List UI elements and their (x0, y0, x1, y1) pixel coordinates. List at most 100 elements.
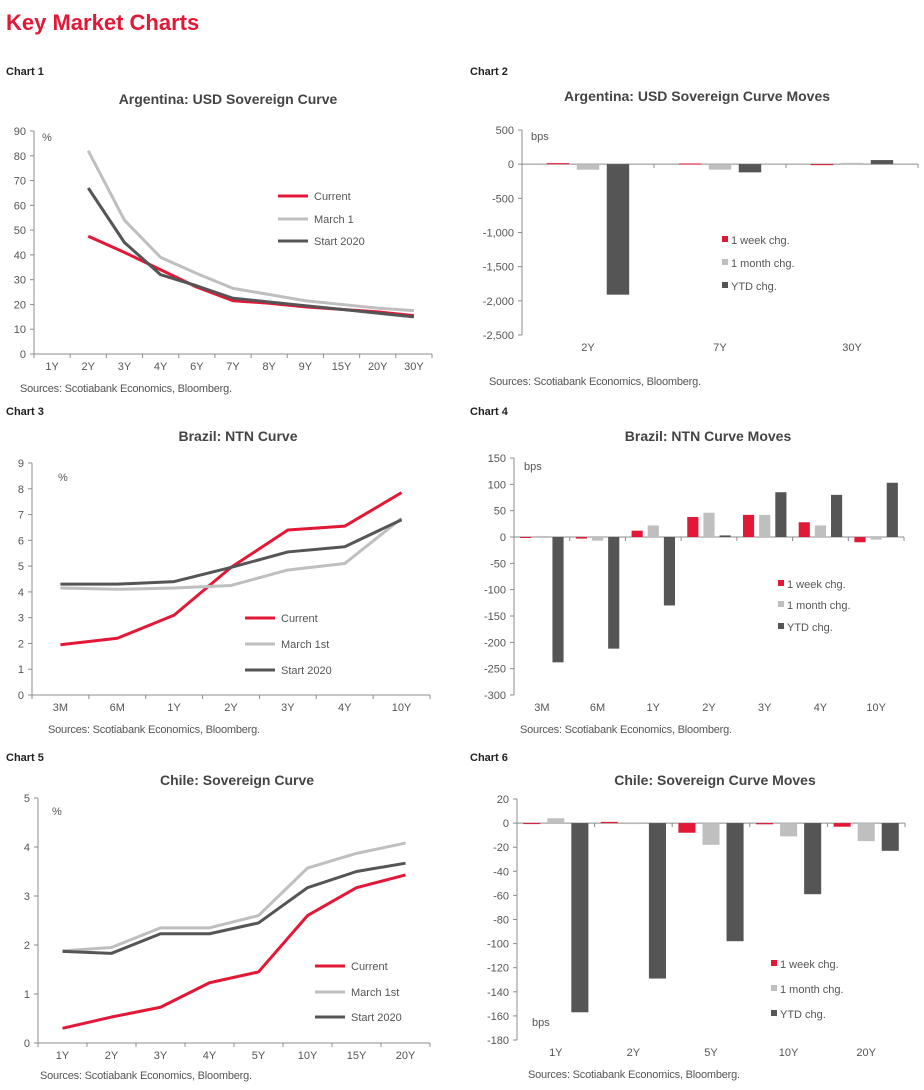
unit-label: % (58, 472, 68, 484)
unit-label: % (52, 806, 62, 818)
y-tick-label: 4 (18, 587, 24, 599)
y-tick-label: 40 (14, 250, 26, 262)
y-tick-label: 0 (508, 159, 514, 171)
y-tick-label: 100 (488, 479, 506, 491)
legend-label: 1 week chg. (787, 579, 846, 591)
x-tick-label: 3Y (758, 702, 772, 714)
chart-4: -300 -250 -200 -150 -100 -50 0 50 100 150 3M 6M 1Y 2Y… (484, 453, 905, 714)
y-tick-label: 500 (496, 125, 514, 137)
y-tick-label: -250 (484, 664, 506, 676)
bar-ytd-chg- (552, 537, 564, 663)
y-tick-label: -150 (484, 611, 506, 623)
chart-6-label: Chart 6 (470, 752, 508, 764)
bar-1-week-chg- (756, 823, 774, 825)
chart-6: -180 -160 -140 -120 -100 -80 -60 -40 -20 0 20 1Y 2Y 5… (487, 794, 906, 1059)
y-tick-label: 6 (18, 535, 24, 547)
chart-3-label: Chart 3 (6, 406, 44, 418)
y-tick-label: -140 (487, 987, 509, 999)
x-tick-label: 3M (53, 702, 68, 714)
x-tick-label: 2Y (82, 361, 96, 373)
y-tick-label: 50 (14, 225, 26, 237)
y-tick-label: 20 (497, 794, 509, 806)
unit-label: bps (531, 131, 549, 143)
x-tick-label: 30Y (842, 342, 862, 354)
bar-1-week-chg- (546, 163, 570, 165)
bar-ytd-chg- (663, 537, 676, 606)
bar-1-month-chg- (759, 514, 771, 537)
y-tick-label: 90 (14, 126, 26, 138)
bar-ytd-chg- (775, 492, 787, 537)
bar-1-month-chg- (857, 823, 875, 842)
unit-label: bps (532, 1017, 550, 1029)
bar-1-month-chg- (592, 537, 604, 541)
legend-label: YTD chg. (780, 1009, 826, 1021)
x-tick-label: 4Y (814, 702, 828, 714)
series-line-start-2020 (60, 518, 403, 586)
y-tick-label: -200 (484, 637, 506, 649)
y-tick-label: 4 (24, 842, 30, 854)
series-line-current (62, 873, 406, 1030)
y-tick-label: 50 (494, 506, 506, 518)
x-tick-label: 15Y (347, 1050, 367, 1062)
chart-4-title: Brazil: NTN Curve Moves (624, 428, 792, 444)
bar-ytd-chg- (804, 823, 822, 895)
y-tick-label: -40 (493, 866, 509, 878)
bar-ytd-chg- (571, 823, 589, 1013)
x-tick-label: 5Y (704, 1047, 718, 1059)
x-tick-label: 1Y (56, 1050, 70, 1062)
y-tick-label: -180 (487, 1035, 509, 1047)
y-tick-label: -500 (492, 193, 514, 205)
x-tick-label: 20Y (396, 1050, 416, 1062)
y-tick-label: 0 (24, 1038, 30, 1050)
bar-1-month-chg- (536, 535, 548, 537)
chart-3: 0 1 2 3 4 5 6 7 8 9 3M 6M 1Y 2Y 3Y 4Y 10Y% Current March 1… (18, 458, 431, 714)
x-tick-label: 1Y (167, 702, 181, 714)
bar-1-week-chg- (687, 516, 699, 537)
y-tick-label: -120 (487, 963, 509, 975)
bar-1-month-chg- (708, 164, 732, 170)
x-tick-label: 10Y (779, 1047, 799, 1059)
bar-1-week-chg- (810, 164, 834, 166)
x-tick-label: 2Y (627, 1047, 641, 1059)
x-tick-label: 10Y (298, 1050, 318, 1062)
unit-label: % (42, 132, 52, 144)
y-tick-label: 5 (18, 561, 24, 573)
y-tick-label: 10 (14, 324, 26, 336)
y-tick-label: 7 (18, 510, 24, 522)
x-tick-label: 1Y (647, 702, 661, 714)
bar-1-month-chg- (814, 525, 826, 537)
chart-5-source: Sources: Scotiabank Economics, Bloomberg… (40, 1070, 252, 1082)
x-tick-label: 20Y (368, 361, 388, 373)
legend-swatch (771, 1010, 777, 1016)
y-tick-label: -1,500 (483, 262, 514, 274)
x-tick-label: 6Y (190, 361, 204, 373)
chart-1: 0 10 20 30 40 50 60 70 80 90 1Y 2Y 3Y 4Y 6Y 7Y 8Y 9Y 15Y 20… (14, 126, 433, 373)
legend-label: Current (314, 191, 351, 203)
bar-ytd-chg- (606, 164, 630, 295)
x-tick-label: 9Y (299, 361, 313, 373)
x-tick-label: 2Y (581, 342, 595, 354)
y-tick-label: -20 (493, 842, 509, 854)
chart-6-source: Sources: Scotiabank Economics, Bloomberg… (528, 1069, 740, 1081)
chart-2-source: Sources: Scotiabank Economics, Bloomberg… (489, 376, 701, 388)
bar-1-week-chg- (600, 821, 618, 824)
page-title: Key Market Charts (6, 10, 200, 35)
bar-ytd-chg- (831, 494, 843, 537)
legend-swatch (771, 960, 777, 966)
y-tick-label: 70 (14, 176, 26, 188)
chart-1-title: Argentina: USD Sovereign Curve (118, 91, 338, 107)
x-tick-label: 7Y (713, 342, 727, 354)
chart-1-source: Sources: Scotiabank Economics, Bloomberg… (20, 383, 232, 395)
bar-1-week-chg- (833, 823, 851, 827)
legend-label: 1 week chg. (780, 959, 839, 971)
chart-3-source: Sources: Scotiabank Economics, Bloomberg… (48, 724, 260, 736)
y-tick-label: 60 (14, 200, 26, 212)
x-tick-label: 3Y (154, 1050, 168, 1062)
bar-1-week-chg- (520, 537, 532, 538)
bar-1-month-chg- (547, 818, 565, 824)
bar-1-month-chg- (624, 823, 642, 825)
chart-6-title: Chile: Sovereign Curve Moves (614, 772, 816, 788)
y-tick-label: -50 (490, 558, 506, 570)
series-line-start-2020 (62, 861, 406, 955)
